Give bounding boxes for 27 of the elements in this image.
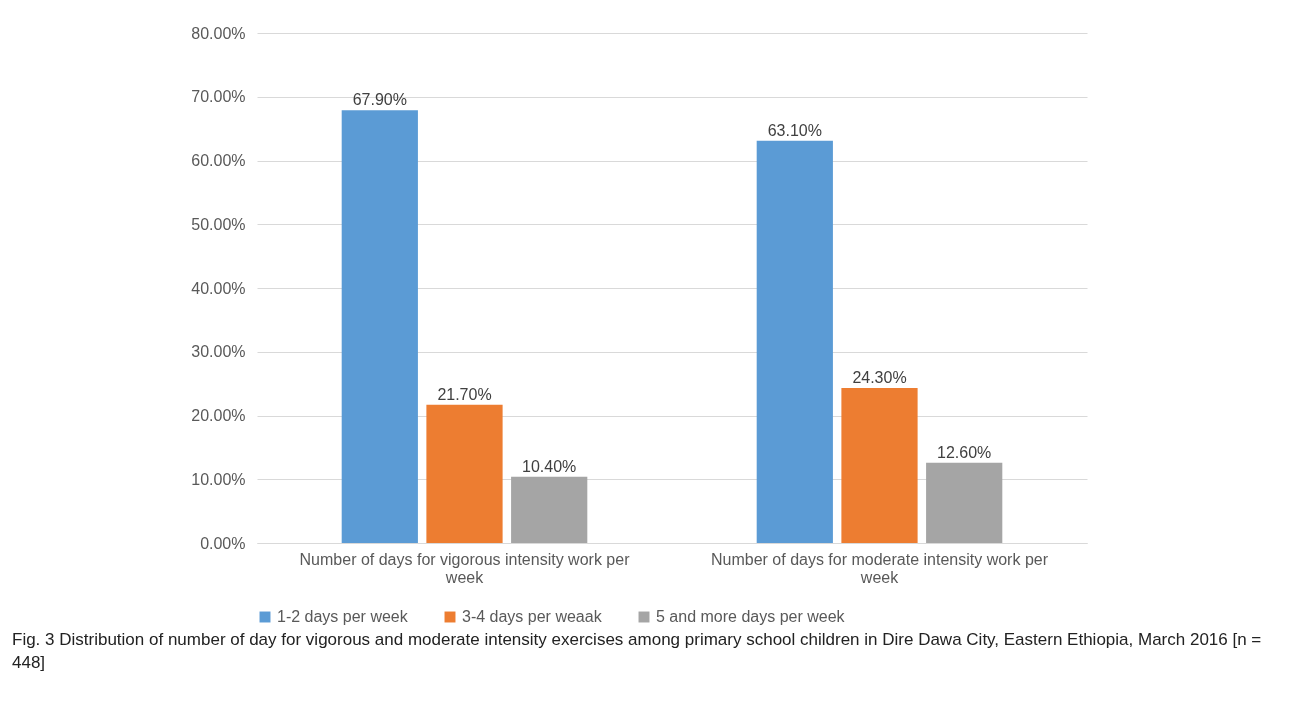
bar bbox=[841, 388, 918, 543]
legend-label: 3-4 days per weaak bbox=[462, 608, 603, 625]
y-tick-label: 60.00% bbox=[191, 152, 246, 169]
legend-label: 1-2 days per week bbox=[277, 608, 409, 625]
data-label: 24.30% bbox=[852, 369, 907, 387]
bar bbox=[926, 462, 1003, 543]
x-tick-label: Number of days for moderate intensity work per week bbox=[710, 550, 1049, 586]
y-tick-label: 30.00% bbox=[191, 343, 246, 361]
y-tick-label: 0.00% bbox=[200, 534, 246, 552]
y-tick-label: 10.00% bbox=[191, 470, 246, 488]
x-tick-label: Number of days for vigorous intensity work per week bbox=[299, 550, 631, 586]
bar bbox=[511, 476, 588, 543]
data-label: 67.90% bbox=[352, 91, 407, 109]
data-label: 12.60% bbox=[937, 443, 992, 461]
data-label: 10.40% bbox=[522, 457, 577, 475]
bar bbox=[756, 140, 833, 543]
y-tick-label: 40.00% bbox=[191, 279, 246, 297]
y-tick-label: 70.00% bbox=[191, 88, 246, 106]
data-label: 63.10% bbox=[767, 121, 822, 139]
y-tick-label: 80.00% bbox=[191, 24, 246, 42]
caption: Fig. 3 Distribution of number of day for vigorous and moderate intensity exercises among primary school children in Dire Dawa City, Eastern Ethiopia, March 2016 [n = 448] bbox=[12, 629, 1263, 674]
bar bbox=[426, 404, 503, 543]
y-tick-label: 20.00% bbox=[191, 407, 246, 424]
data-label: 21.70% bbox=[437, 385, 492, 403]
legend-label: 5 and more days per week bbox=[656, 608, 846, 625]
bar bbox=[341, 110, 418, 543]
y-tick-label: 50.00% bbox=[191, 215, 246, 233]
